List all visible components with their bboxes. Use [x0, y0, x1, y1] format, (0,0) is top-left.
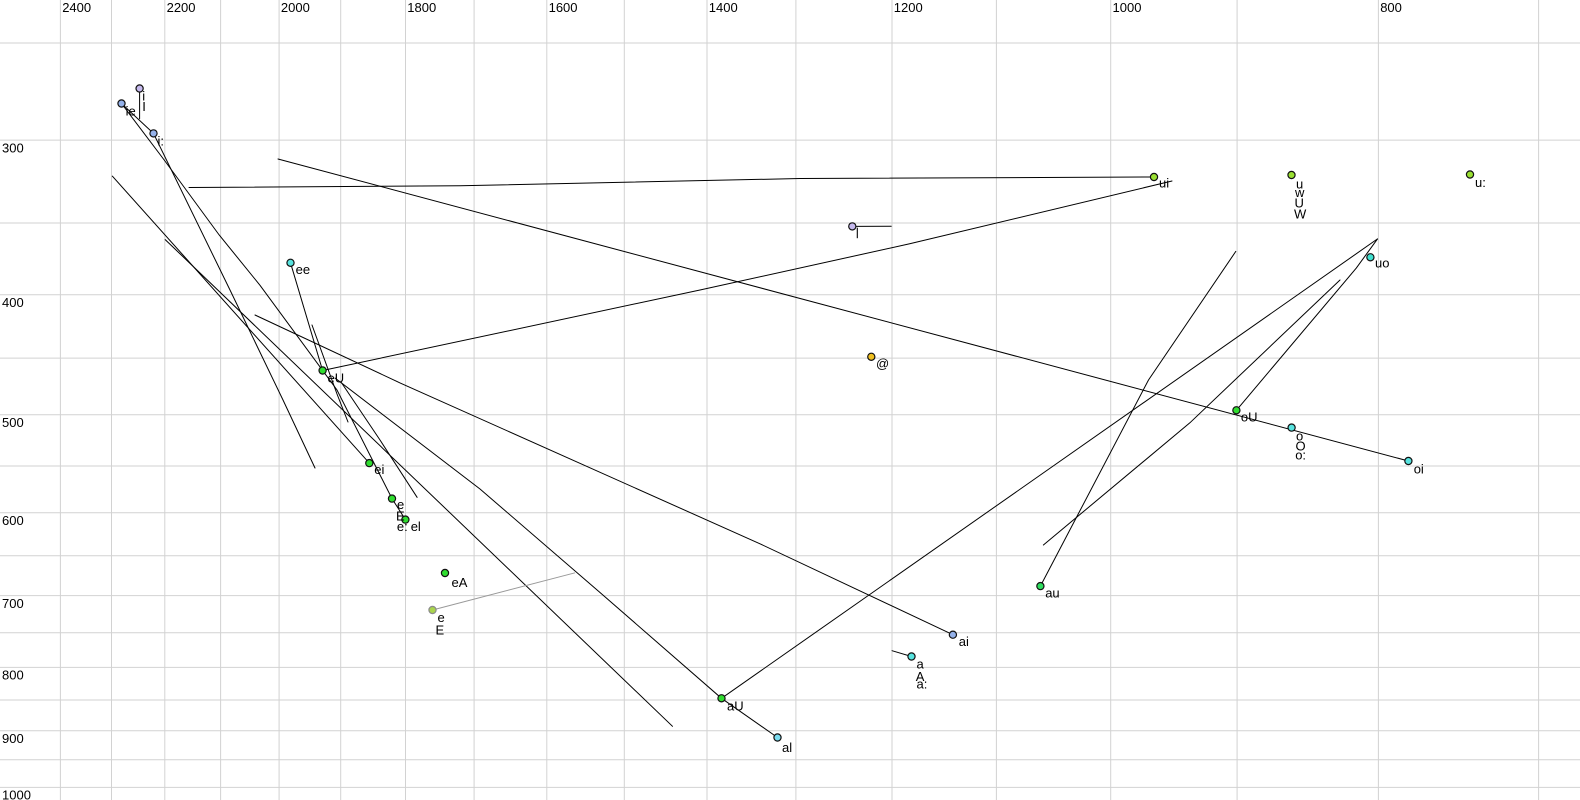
svg-text:e: e — [438, 610, 445, 625]
svg-text:i:: i: — [158, 134, 165, 149]
svg-text:800: 800 — [2, 668, 24, 683]
svg-text:al: al — [782, 740, 792, 755]
svg-text:o:: o: — [1295, 447, 1306, 462]
svg-text:1000: 1000 — [1113, 0, 1142, 15]
svg-text:eA: eA — [452, 575, 468, 590]
svg-text:i: i — [142, 89, 145, 104]
svg-text:2400: 2400 — [62, 0, 91, 15]
svg-text:1400: 1400 — [709, 0, 738, 15]
svg-text:@: @ — [876, 356, 889, 371]
svg-text:900: 900 — [2, 731, 24, 746]
svg-text:ai: ai — [959, 634, 969, 649]
svg-text:700: 700 — [2, 596, 24, 611]
svg-text:w: w — [1294, 185, 1305, 200]
svg-text:oi: oi — [1414, 461, 1424, 476]
svg-text:u:: u: — [1475, 175, 1486, 190]
svg-text:aU: aU — [727, 699, 744, 714]
svg-text:e:: e: — [397, 519, 408, 534]
svg-text:2200: 2200 — [167, 0, 196, 15]
svg-text:A: A — [916, 669, 925, 684]
svg-text:ee: ee — [296, 262, 310, 277]
svg-text:1200: 1200 — [894, 0, 923, 15]
svg-text:1600: 1600 — [549, 0, 578, 15]
svg-text:e: e — [397, 497, 404, 512]
svg-text:ui: ui — [1159, 175, 1169, 190]
svg-text:W: W — [1294, 207, 1307, 222]
svg-text:E: E — [396, 509, 405, 524]
svg-text:U: U — [1295, 196, 1304, 211]
svg-text:uo: uo — [1375, 255, 1389, 270]
svg-text:400: 400 — [2, 295, 24, 310]
svg-text:a:: a: — [917, 677, 928, 692]
svg-text:500: 500 — [2, 415, 24, 430]
svg-text:au: au — [1045, 586, 1059, 601]
svg-text:300: 300 — [2, 140, 24, 155]
svg-text:u: u — [1296, 176, 1303, 191]
svg-text:O: O — [1296, 438, 1306, 453]
svg-text:1800: 1800 — [407, 0, 436, 15]
svg-text:eU: eU — [328, 371, 345, 386]
svg-text:o: o — [1296, 428, 1303, 443]
svg-text:el: el — [411, 519, 421, 534]
svg-text:ei: ei — [374, 462, 384, 477]
svg-text:600: 600 — [2, 513, 24, 528]
svg-text:ie: ie — [126, 104, 136, 119]
svg-text:800: 800 — [1380, 0, 1402, 15]
svg-text:E: E — [436, 623, 445, 638]
svg-text:1000: 1000 — [2, 788, 31, 800]
svg-text:I: I — [142, 99, 146, 114]
svg-text:oU: oU — [1241, 410, 1258, 425]
svg-text:2000: 2000 — [281, 0, 310, 15]
svg-text:a: a — [917, 656, 925, 671]
